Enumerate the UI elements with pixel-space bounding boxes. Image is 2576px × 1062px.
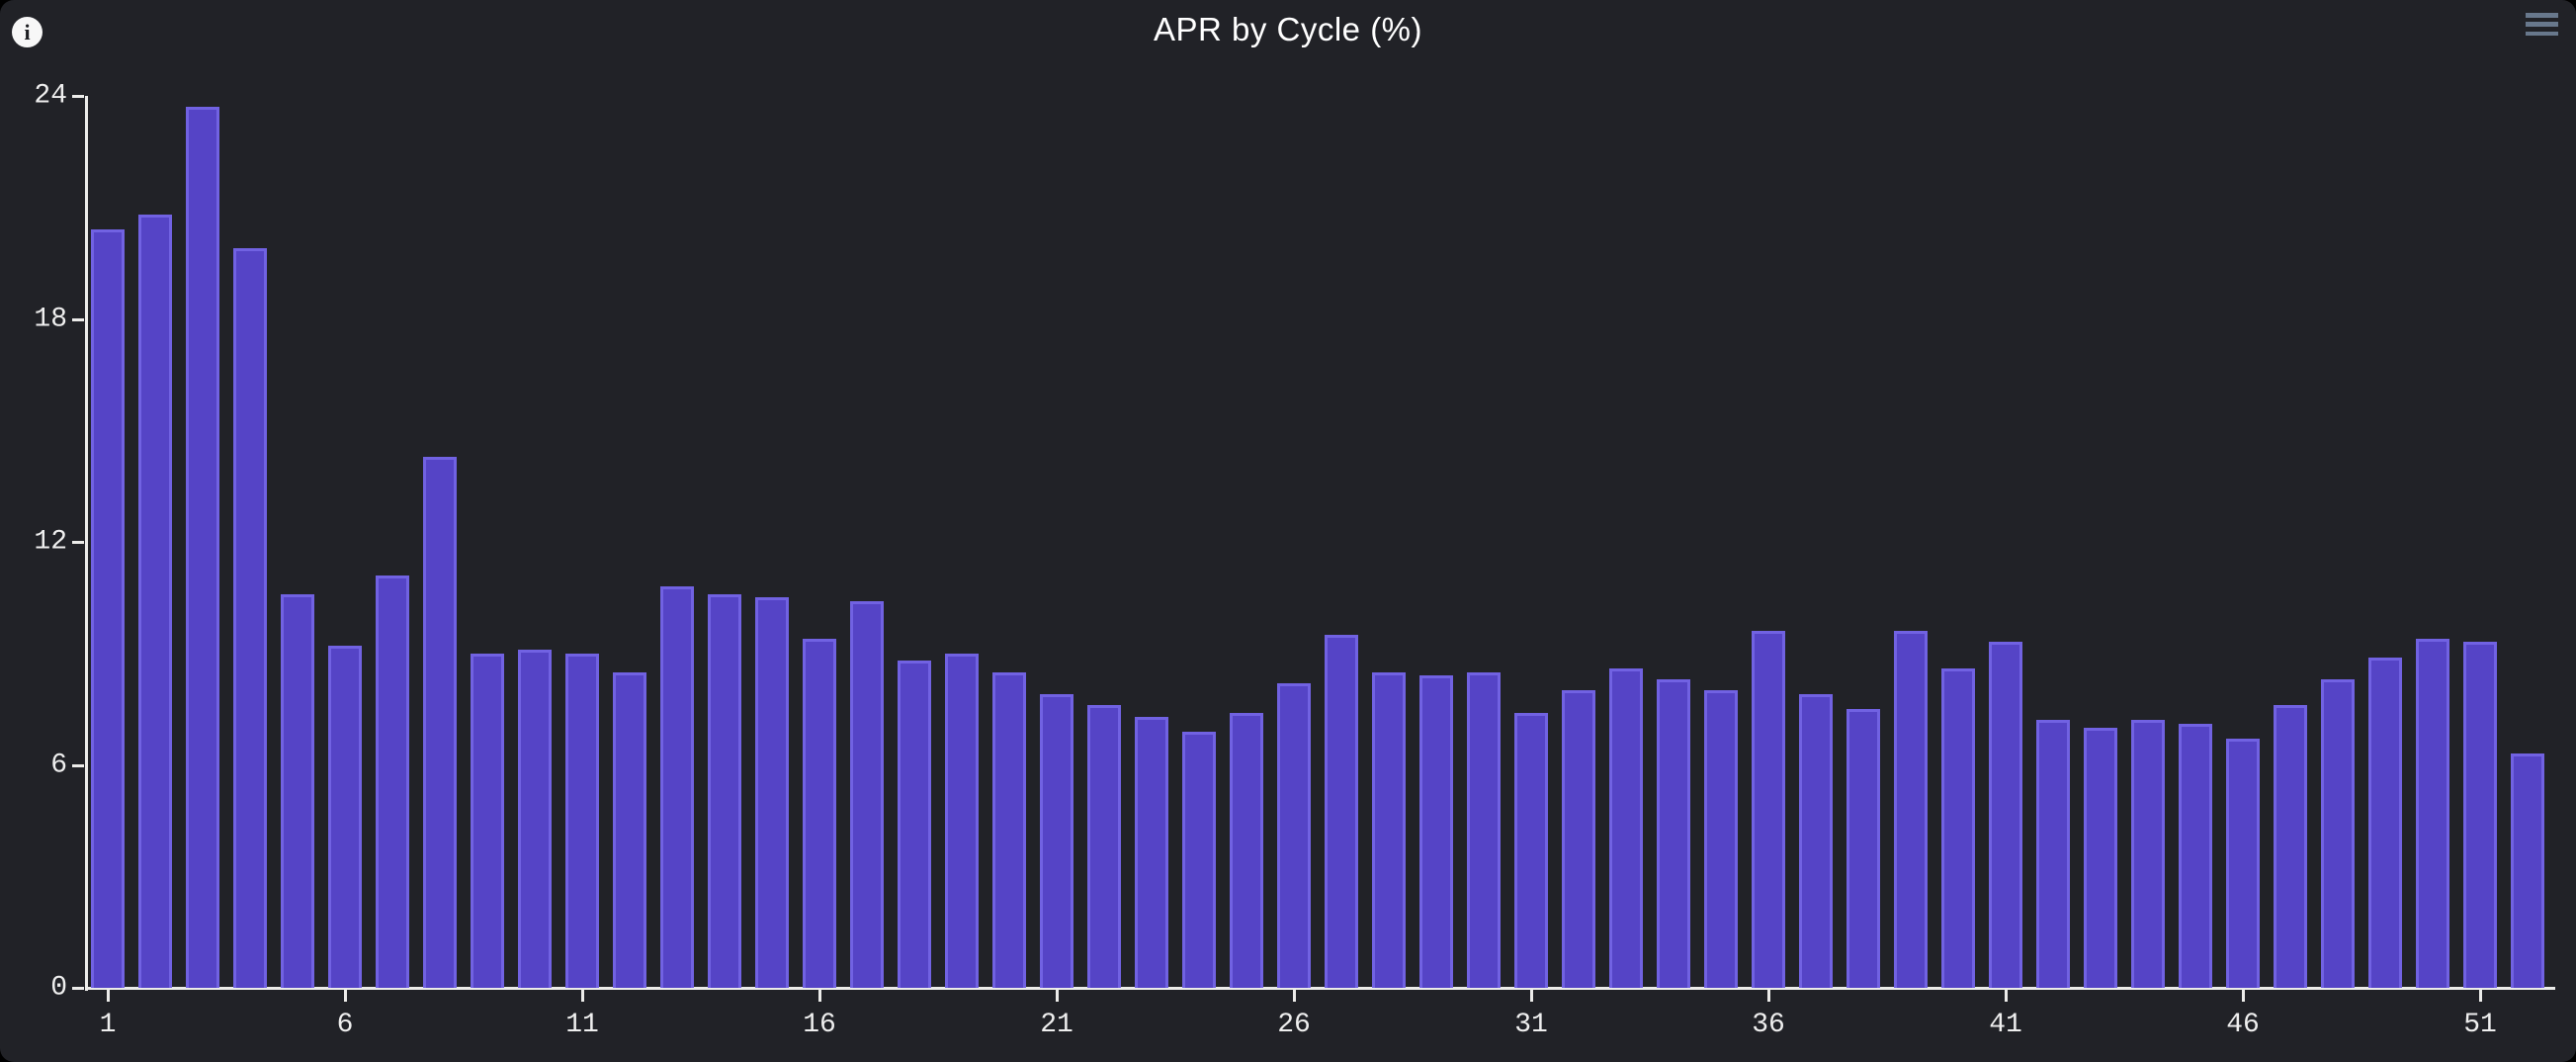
bar[interactable] — [1325, 634, 1358, 988]
y-tick-label: 6 — [50, 750, 67, 780]
bar[interactable] — [2179, 724, 2212, 988]
bar[interactable] — [1040, 694, 1073, 988]
x-tick-label: 36 — [1752, 1010, 1785, 1040]
x-tick-label: 6 — [336, 1010, 354, 1040]
bar[interactable] — [2463, 642, 2497, 988]
bar[interactable] — [376, 575, 409, 988]
bar[interactable] — [1372, 671, 1406, 988]
bar[interactable] — [423, 456, 457, 988]
bar[interactable] — [1087, 705, 1121, 988]
hamburger-icon — [2526, 22, 2558, 27]
bar[interactable] — [233, 248, 267, 988]
bar[interactable] — [1230, 712, 1263, 988]
x-tick-label: 1 — [99, 1010, 117, 1040]
bar[interactable] — [1989, 642, 2022, 988]
y-tick-label: 0 — [50, 972, 67, 1004]
x-tick — [818, 990, 821, 1002]
x-tick-label: 41 — [1989, 1010, 2022, 1040]
x-tick — [2005, 990, 2008, 1002]
menu-button[interactable] — [2526, 13, 2558, 36]
bar[interactable] — [2368, 657, 2402, 988]
bar[interactable] — [91, 229, 125, 988]
x-tick — [1530, 990, 1533, 1002]
info-icon: i — [24, 19, 31, 44]
x-tick-label: 46 — [2226, 1010, 2260, 1040]
bar[interactable] — [1467, 671, 1501, 988]
bar[interactable] — [281, 593, 314, 988]
bar[interactable] — [1799, 694, 1833, 988]
bar[interactable] — [2226, 739, 2260, 988]
x-tick — [107, 990, 110, 1002]
x-tick — [1767, 990, 1770, 1002]
bar[interactable] — [471, 653, 504, 988]
y-tick — [72, 541, 84, 544]
bar[interactable] — [328, 646, 362, 988]
bar[interactable] — [992, 671, 1026, 988]
bar[interactable] — [755, 597, 789, 988]
y-axis-line — [85, 96, 88, 991]
bar[interactable] — [1135, 716, 1168, 988]
bar[interactable] — [1277, 682, 1311, 988]
x-axis-line — [85, 987, 2555, 990]
x-tick — [1293, 990, 1296, 1002]
x-tick — [344, 990, 347, 1002]
bar[interactable] — [1562, 690, 1595, 988]
bar[interactable] — [1657, 679, 1690, 988]
bar[interactable] — [1894, 631, 1928, 988]
x-tick-label: 26 — [1277, 1010, 1311, 1040]
y-tick — [72, 763, 84, 767]
bar[interactable] — [613, 671, 646, 988]
bar[interactable] — [138, 215, 172, 988]
bar[interactable] — [1704, 690, 1738, 988]
y-tick — [72, 987, 84, 990]
bar[interactable] — [186, 107, 219, 988]
bar[interactable] — [2084, 727, 2117, 988]
bar[interactable] — [1419, 675, 1453, 988]
bar[interactable] — [945, 653, 979, 988]
x-tick — [2242, 990, 2245, 1002]
bar[interactable] — [1752, 631, 1785, 988]
bar[interactable] — [2416, 638, 2449, 988]
bar[interactable] — [1846, 709, 1880, 988]
y-tick-label: 12 — [34, 526, 67, 558]
hamburger-icon — [2526, 13, 2558, 18]
bar[interactable] — [2131, 720, 2165, 988]
bar[interactable] — [660, 586, 694, 988]
bar[interactable] — [1941, 667, 1975, 988]
bar[interactable] — [2274, 705, 2307, 988]
hamburger-icon — [2526, 31, 2558, 36]
bar[interactable] — [1609, 667, 1643, 988]
bar[interactable] — [1514, 712, 1548, 988]
info-button[interactable]: i — [12, 17, 43, 47]
y-tick-label: 18 — [34, 304, 67, 334]
x-tick — [1056, 990, 1059, 1002]
bar[interactable] — [2036, 720, 2070, 988]
x-tick-label: 21 — [1040, 1010, 1073, 1040]
y-tick-label: 24 — [34, 80, 67, 112]
x-tick-label: 16 — [803, 1010, 836, 1040]
y-tick — [72, 317, 84, 321]
bar[interactable] — [1182, 731, 1216, 988]
bar[interactable] — [850, 601, 884, 988]
x-tick-label: 31 — [1514, 1010, 1548, 1040]
bar[interactable] — [803, 638, 836, 988]
bar[interactable] — [2321, 679, 2355, 988]
chart-title: APR by Cycle (%) — [1153, 11, 1423, 47]
bar[interactable] — [708, 593, 741, 988]
bar[interactable] — [565, 653, 599, 988]
bar[interactable] — [2511, 753, 2544, 988]
x-tick — [2479, 990, 2482, 1002]
y-tick — [72, 95, 84, 98]
x-tick — [581, 990, 584, 1002]
bar[interactable] — [518, 649, 552, 988]
bar[interactable] — [898, 661, 931, 988]
x-tick-label: 11 — [565, 1010, 599, 1040]
x-tick-label: 51 — [2463, 1010, 2497, 1040]
